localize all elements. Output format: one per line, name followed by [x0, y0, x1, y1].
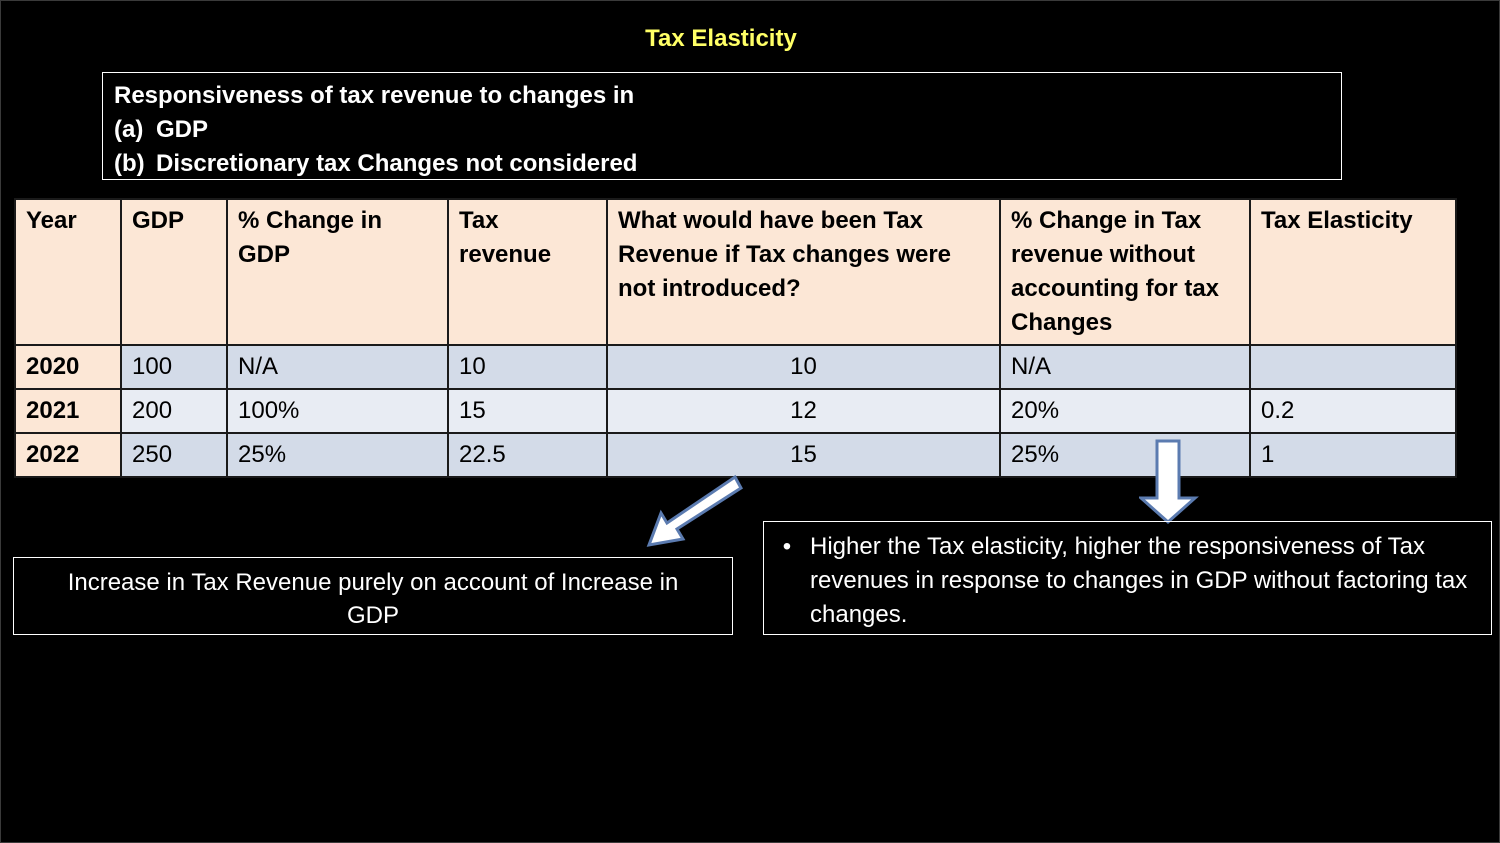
definition-heading: Responsiveness of tax revenue to changes…: [114, 82, 635, 109]
cell-tax-change: 20%: [999, 388, 1251, 434]
cell-gdp: 250: [120, 432, 228, 478]
header-tax-revenue: Tax revenue: [447, 198, 608, 346]
cell-gdp: 100: [120, 344, 228, 390]
item-marker: (a): [114, 116, 144, 143]
header-tax-change: % Change in Tax revenue without accounti…: [999, 198, 1251, 346]
bullet-icon: •: [782, 533, 792, 560]
item-text: GDP: [156, 116, 209, 143]
arrow-down-icon: [1139, 439, 1199, 525]
note-elasticity-interpretation: • Higher the Tax elasticity, higher the …: [763, 521, 1492, 635]
cell-year: 2021: [14, 388, 122, 434]
cell-tax-change: N/A: [999, 344, 1251, 390]
cell-gdp-change: N/A: [226, 344, 449, 390]
cell-tax-elasticity: [1249, 344, 1457, 390]
item-marker: (b): [114, 150, 145, 177]
cell-tax-change: 25%: [999, 432, 1251, 478]
cell-hypothetical-revenue: 12: [606, 388, 1001, 434]
cell-year: 2022: [14, 432, 122, 478]
header-gdp-change: % Change in GDP: [226, 198, 449, 346]
cell-tax-elasticity: 1: [1249, 432, 1457, 478]
cell-gdp-change: 100%: [226, 388, 449, 434]
cell-year: 2020: [14, 344, 122, 390]
definition-item-a: (a) GDP: [114, 113, 1341, 147]
table-row: 2021 200 100% 15 12 20% 0.2: [14, 388, 1457, 434]
header-hypothetical-revenue: What would have been Tax Revenue if Tax …: [606, 198, 1001, 346]
item-text: Discretionary tax Changes not considered: [156, 150, 638, 177]
arrow-down-left-icon: [646, 474, 743, 547]
cell-tax-revenue: 22.5: [447, 432, 608, 478]
cell-gdp-change: 25%: [226, 432, 449, 478]
definition-box: Responsiveness of tax revenue to changes…: [102, 72, 1342, 180]
definition-item-b: (b) Discretionary tax Changes not consid…: [114, 147, 1341, 181]
slide-title: Tax Elasticity: [645, 25, 797, 52]
cell-hypothetical-revenue: 15: [606, 432, 1001, 478]
note-text: Higher the Tax elasticity, higher the re…: [810, 533, 1468, 628]
tax-elasticity-table: Year GDP % Change in GDP Tax revenue Wha…: [14, 198, 1457, 478]
cell-tax-revenue: 10: [447, 344, 608, 390]
note-text: Increase in Tax Revenue purely on accoun…: [67, 569, 679, 629]
table-row: 2022 250 25% 22.5 15 25% 1: [14, 432, 1457, 478]
note-revenue-increase: Increase in Tax Revenue purely on accoun…: [13, 557, 733, 635]
table-row: 2020 100 N/A 10 10 N/A: [14, 344, 1457, 390]
cell-tax-revenue: 15: [447, 388, 608, 434]
header-year: Year: [14, 198, 122, 346]
cell-hypothetical-revenue: 10: [606, 344, 1001, 390]
cell-gdp: 200: [120, 388, 228, 434]
header-gdp: GDP: [120, 198, 228, 346]
header-tax-elasticity: Tax Elasticity: [1249, 198, 1457, 346]
table-header-row: Year GDP % Change in GDP Tax revenue Wha…: [14, 198, 1457, 346]
cell-tax-elasticity: 0.2: [1249, 388, 1457, 434]
